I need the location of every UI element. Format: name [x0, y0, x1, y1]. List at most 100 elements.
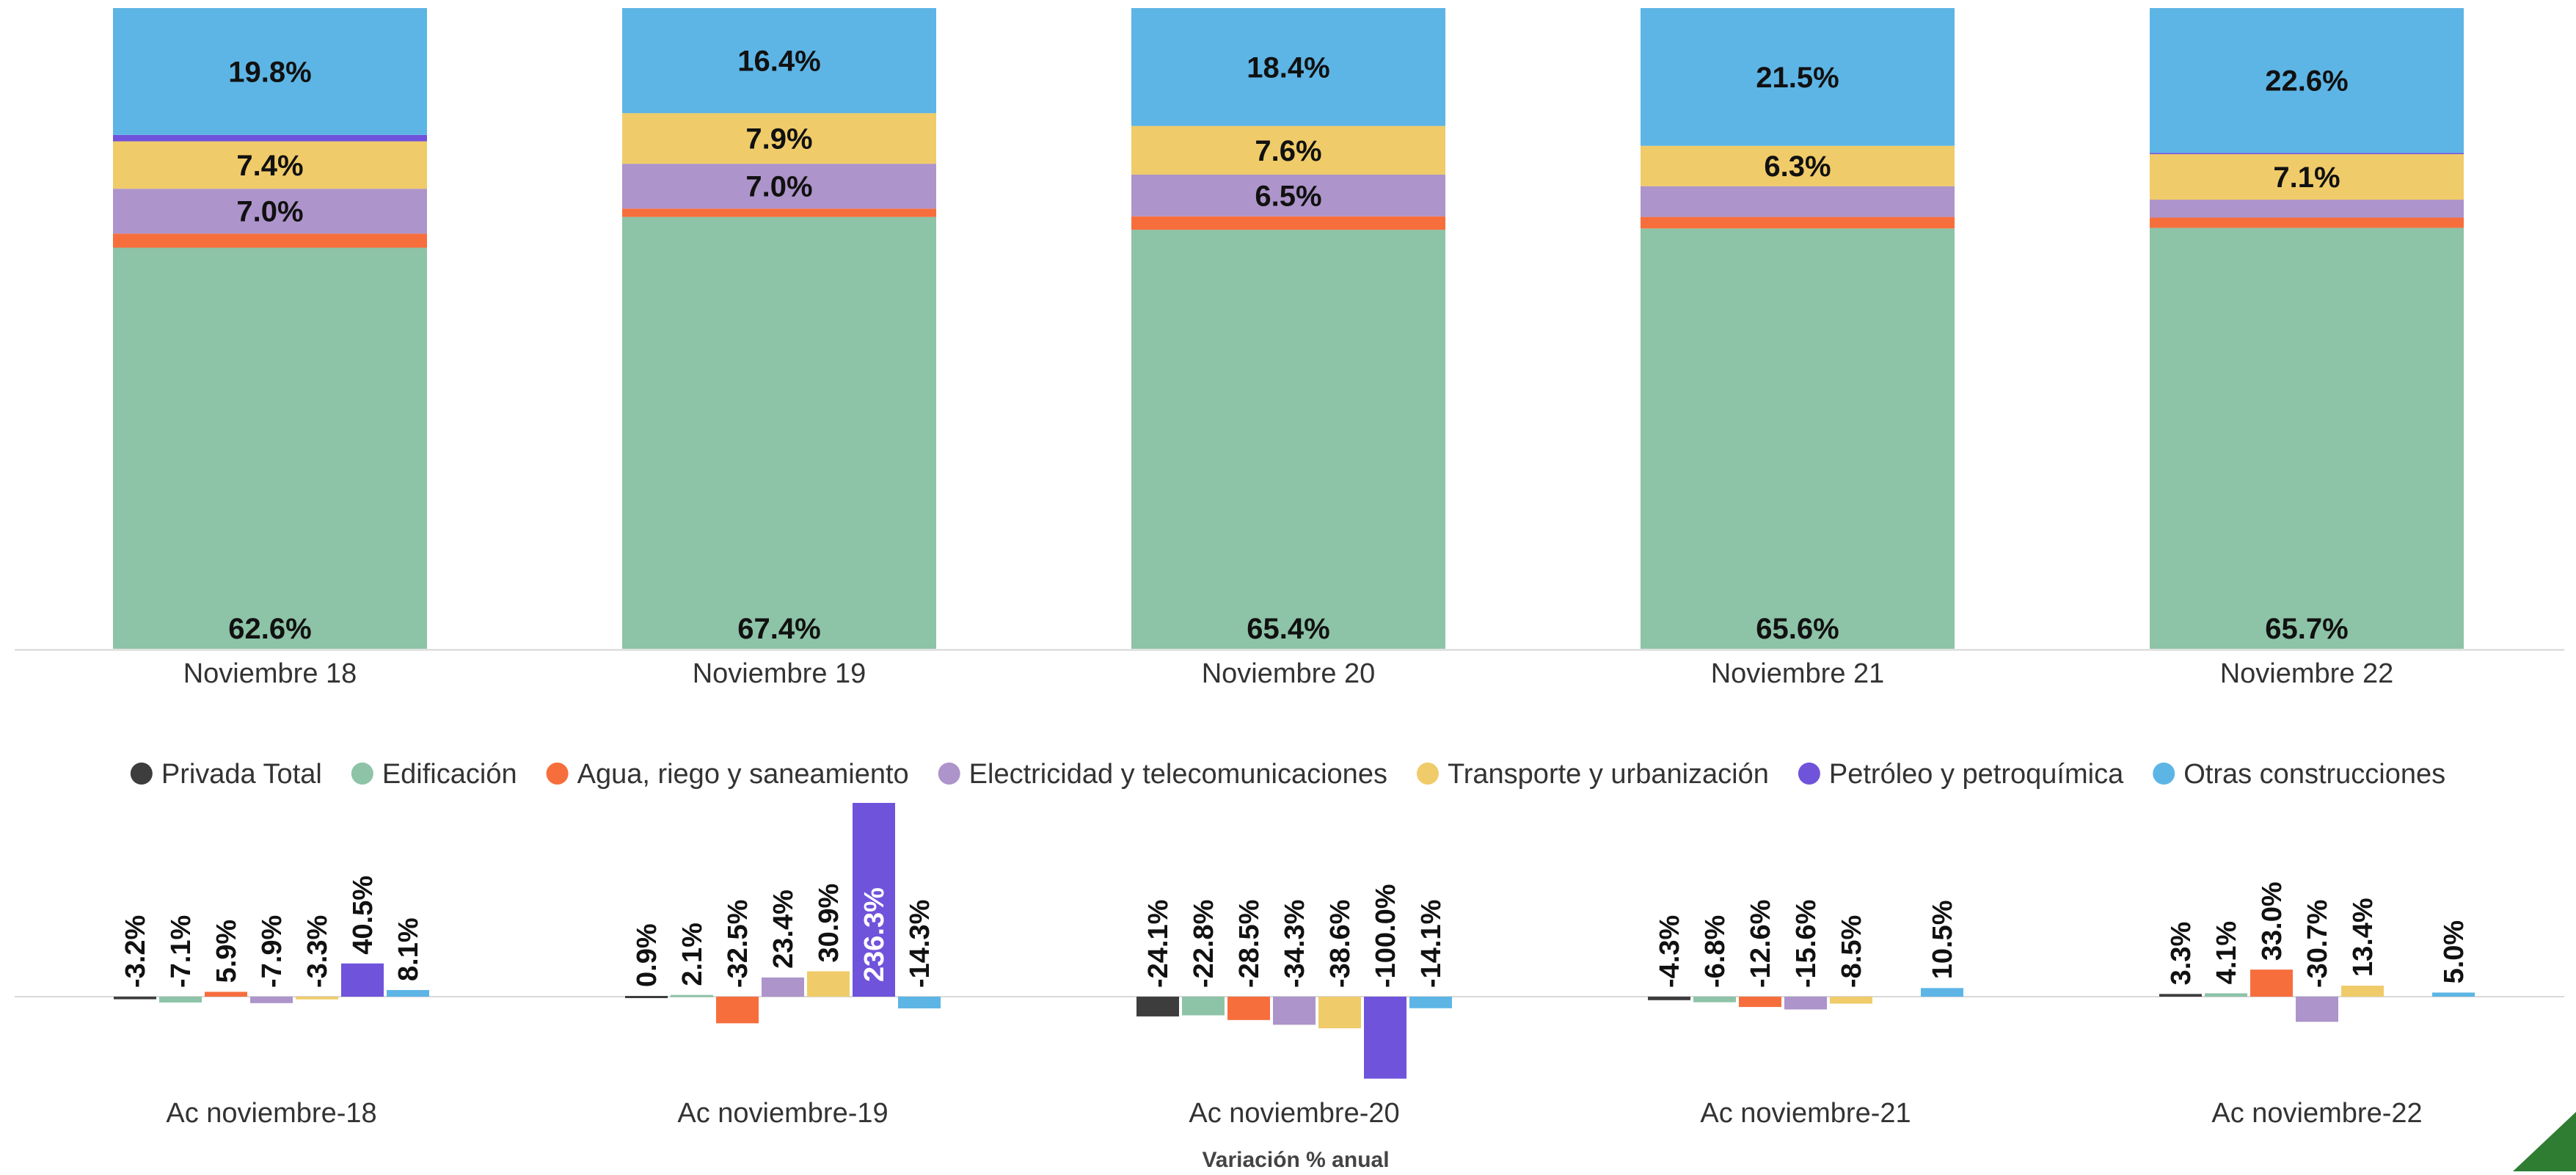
- stacked-bar-edificacion: [1641, 228, 1955, 649]
- stacked-bar-petroleo-y-petroquimica: [2150, 153, 2464, 155]
- stacked-bar-transporte-y-urbanizacion: [2150, 154, 2464, 200]
- stacked-data-label: 65.6%: [1756, 613, 1839, 645]
- variation-bar-petroleo-y-petroquimica: [341, 963, 384, 997]
- variation-data-label: 13.4%: [2348, 898, 2379, 977]
- variation-bar-agua-riego-y-saneamiento: [1739, 997, 1781, 1008]
- variation-data-label: -14.1%: [1416, 900, 1447, 988]
- stacked-bar-agua-riego-y-saneamiento: [113, 233, 427, 248]
- stacked-data-label: 7.9%: [745, 123, 812, 156]
- stacked-data-label: 7.1%: [2273, 161, 2340, 194]
- legend-label-edificacion: Edificación: [382, 759, 517, 790]
- variation-bar-privada-total: [114, 997, 156, 1000]
- variation-bar-electricidad-y-telecomunicaciones: [1784, 997, 1827, 1010]
- legend-label-agua-riego-y-saneamiento: Agua, riego y saneamiento: [577, 759, 909, 790]
- legend-swatch-agua-riego-y-saneamiento: [546, 763, 569, 785]
- stacked-data-label: 19.8%: [228, 56, 311, 88]
- stacked-bar-otras-construcciones: [2150, 8, 2464, 153]
- stacked-bar-electricidad-y-telecomunicaciones: [113, 189, 427, 234]
- stacked-bar-otras-construcciones: [1131, 8, 1445, 126]
- legend-swatch-otras-construcciones: [2153, 763, 2175, 785]
- variation-data-label: -100.0%: [1371, 884, 1401, 988]
- variation-bar-agua-riego-y-saneamiento: [1227, 997, 1270, 1020]
- variation-bar-electricidad-y-telecomunicaciones: [250, 997, 293, 1003]
- x-tick-label: Ac noviembre-18: [166, 1098, 376, 1129]
- stacked-bar-edificacion: [2150, 228, 2464, 650]
- variation-data-label: 5.9%: [211, 920, 242, 983]
- x-tick-label: Ac noviembre-20: [1189, 1098, 1399, 1129]
- variation-bar-transporte-y-urbanizacion: [2341, 986, 2384, 997]
- variation-bar-otras-construcciones: [898, 997, 941, 1008]
- variation-data-label: -15.6%: [1791, 900, 1822, 988]
- variation-bar-edificacion: [1693, 997, 1736, 1003]
- stacked-bar-petroleo-y-petroquimica: [113, 134, 427, 142]
- variation-data-label: -34.3%: [1280, 900, 1310, 988]
- variation-data-label: 4.1%: [2211, 921, 2242, 985]
- stacked-bar-electricidad-y-telecomunicaciones: [622, 164, 936, 209]
- variation-data-label: -4.3%: [1654, 915, 1685, 988]
- stacked-bar-otras-construcciones: [1641, 8, 1955, 146]
- variation-data-label: -12.6%: [1745, 900, 1776, 988]
- variation-data-label: 236.3%: [859, 887, 890, 982]
- variation-data-label: 5.0%: [2439, 920, 2470, 984]
- stacked-bar-electricidad-y-telecomunicaciones: [2150, 200, 2464, 218]
- variation-bar-electricidad-y-telecomunicaciones: [1273, 997, 1316, 1025]
- variation-data-label: -3.2%: [120, 915, 151, 988]
- stacked-data-label: 7.0%: [236, 196, 303, 228]
- stacked-bar-agua-riego-y-saneamiento: [1131, 216, 1445, 230]
- stacked-data-label: 7.6%: [1255, 135, 1321, 167]
- legend-swatch-edificacion: [351, 763, 373, 785]
- stacked-data-label: 65.4%: [1247, 613, 1329, 645]
- variation-data-label: 2.1%: [677, 923, 708, 986]
- legend-label-otras-construcciones: Otras construcciones: [2183, 759, 2445, 790]
- variation-data-label: -32.5%: [723, 900, 754, 988]
- legend-swatch-petroleo-y-petroquimica: [1798, 763, 1820, 785]
- variation-bar-transporte-y-urbanizacion: [807, 971, 850, 997]
- stacked-bar-transporte-y-urbanizacion: [113, 141, 427, 189]
- stacked-bar-agua-riego-y-saneamiento: [1641, 217, 1955, 229]
- variation-data-label: -8.5%: [1836, 915, 1867, 988]
- x-tick-label: Ac noviembre-22: [2211, 1098, 2422, 1129]
- variation-bar-privada-total: [1648, 997, 1690, 1000]
- stacked-bar-agua-riego-y-saneamiento: [622, 208, 936, 217]
- variation-data-label: -3.3%: [302, 915, 333, 988]
- stacked-bar-transporte-y-urbanizacion: [1131, 125, 1445, 175]
- variation-bar-petroleo-y-petroquimica: [853, 803, 895, 997]
- variation-bar-transporte-y-urbanizacion: [1830, 997, 1872, 1004]
- stacked-bar-edificacion: [622, 217, 936, 649]
- stacked-data-label: 21.5%: [1756, 62, 1839, 94]
- legend-label-electricidad-y-telecomunicaciones: Electricidad y telecomunicaciones: [969, 759, 1387, 790]
- x-tick-label: Noviembre 22: [2220, 658, 2394, 689]
- stacked-data-label: 16.4%: [737, 46, 820, 78]
- x-tick-label: Ac noviembre-19: [677, 1098, 888, 1129]
- stacked-data-label: 6.3%: [1764, 150, 1831, 183]
- variation-bar-transporte-y-urbanizacion: [1318, 997, 1361, 1029]
- variation-bar-otras-construcciones: [1409, 997, 1452, 1008]
- variation-bar-edificacion: [159, 997, 202, 1003]
- stacked-bar-otras-construcciones: [113, 8, 427, 135]
- stacked-bar-transporte-y-urbanizacion: [1641, 145, 1955, 186]
- legend-swatch-electricidad-y-telecomunicaciones: [938, 763, 960, 785]
- variation-data-label: 23.4%: [768, 890, 799, 969]
- variation-data-label: -7.1%: [166, 915, 197, 988]
- variation-data-label: 10.5%: [1927, 901, 1958, 980]
- variation-data-label: -6.8%: [1700, 915, 1731, 988]
- legend-swatch-transporte-y-urbanizacion: [1416, 763, 1439, 785]
- stacked-data-label: 6.5%: [1255, 180, 1321, 212]
- variation-bar-transporte-y-urbanizacion: [296, 997, 338, 1000]
- variation-data-label: 0.9%: [632, 923, 663, 987]
- corner-mark: [2513, 1112, 2576, 1171]
- variation-bar-privada-total: [625, 995, 668, 998]
- legend-label-petroleo-y-petroquimica: Petróleo y petroquímica: [1829, 759, 2124, 790]
- variation-bar-privada-total: [1136, 997, 1179, 1016]
- variation-data-label: -7.9%: [257, 915, 288, 988]
- stacked-bar-edificacion: [113, 247, 427, 649]
- variation-bar-otras-construcciones: [2432, 992, 2475, 997]
- stacked-bar-edificacion: [1131, 230, 1445, 650]
- stacked-data-label: 18.4%: [1247, 51, 1329, 84]
- stacked-data-label: 7.4%: [236, 150, 303, 182]
- variation-data-label: 40.5%: [348, 876, 379, 955]
- x-tick-label: Ac noviembre-21: [1700, 1098, 1911, 1129]
- variation-bar-electricidad-y-telecomunicaciones: [2296, 997, 2338, 1022]
